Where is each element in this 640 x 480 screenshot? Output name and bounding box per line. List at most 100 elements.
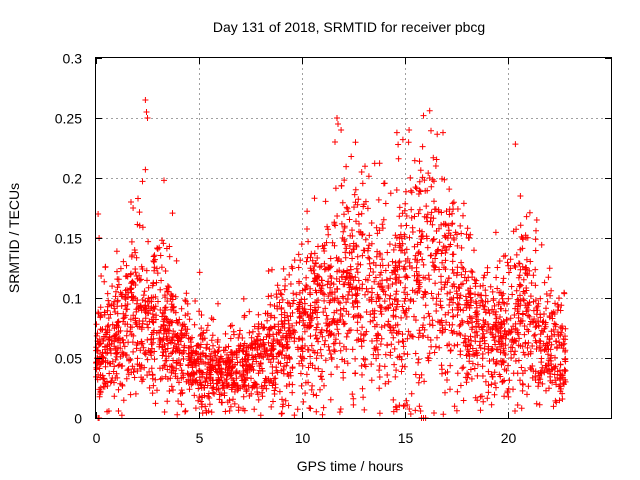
data-point [139,178,146,185]
data-point [289,389,296,396]
data-point [96,341,103,348]
data-point [353,298,360,305]
x-tick-label: 10 [295,430,311,446]
data-point [530,272,537,279]
data-point [159,365,166,372]
data-point [363,309,370,315]
data-point [134,368,141,374]
data-point [543,291,550,297]
data-point [339,235,346,241]
data-point [501,300,508,307]
data-point [162,294,169,301]
data-point [209,385,216,392]
data-point [114,284,121,291]
data-point [196,308,203,315]
data-point [408,206,415,213]
data-point [488,401,495,408]
data-point [392,404,399,411]
data-point [169,334,176,340]
data-point [113,370,120,377]
data-point [141,306,148,313]
data-point [554,368,561,375]
data-point [508,355,515,361]
data-point [123,262,130,269]
data-point [479,326,486,333]
data-point [127,316,134,323]
data-point [358,362,365,369]
data-point [552,397,559,404]
data-point [340,268,347,275]
data-point [259,393,266,400]
data-point [321,291,328,298]
data-point [117,327,124,334]
data-point [246,392,253,399]
data-point [424,218,431,225]
data-point [428,183,435,190]
data-point [562,347,569,354]
data-point [271,391,278,397]
data-point [124,328,131,335]
data-point [214,336,221,343]
data-point [524,391,530,398]
data-point [200,359,207,366]
data-point [132,295,139,302]
data-point [420,261,427,268]
data-point [390,396,397,403]
data-point [505,362,511,369]
data-point [174,411,181,418]
data-point [265,268,272,274]
data-point [426,350,433,357]
data-point [454,231,460,238]
data-point [376,410,383,417]
data-point [283,383,290,389]
data-point [360,332,367,339]
data-point [295,251,302,258]
data-point [400,403,407,410]
data-point [442,369,449,376]
data-point [373,253,380,260]
data-point [459,365,466,372]
data-point [244,363,251,370]
data-point [401,289,408,296]
data-point [230,379,237,386]
data-point [295,336,302,342]
data-point [149,390,156,397]
data-point [275,287,282,294]
data-point [335,299,342,306]
data-point [298,241,305,248]
x-tick-labels: 0 5 10 15 20 [93,430,517,446]
data-point [531,332,537,339]
data-point [353,218,359,225]
data-point [218,399,225,406]
data-point [359,281,366,288]
data-point [398,235,405,242]
data-point [211,348,218,355]
data-point [498,321,505,328]
data-point [287,327,293,334]
data-point [123,273,130,279]
data-point [491,302,498,309]
data-point [559,390,566,397]
data-point [143,109,150,115]
data-point [201,384,208,391]
data-point [359,180,366,187]
data-point [240,405,247,412]
data-point [157,286,164,293]
data-point [463,302,470,308]
data-point [112,293,119,300]
data-point [163,245,170,252]
data-point [168,383,175,390]
data-point [318,263,325,270]
data-point [472,291,478,298]
data-point [512,358,519,364]
y-tick-label: 0.1 [63,291,83,307]
data-point [554,307,561,314]
data-point [229,322,235,329]
data-point [463,277,470,284]
x-tick-label: 15 [398,430,414,446]
data-point [327,297,334,304]
data-point [193,343,200,349]
data-point [488,371,495,378]
data-point [170,303,177,310]
data-point [354,290,361,297]
